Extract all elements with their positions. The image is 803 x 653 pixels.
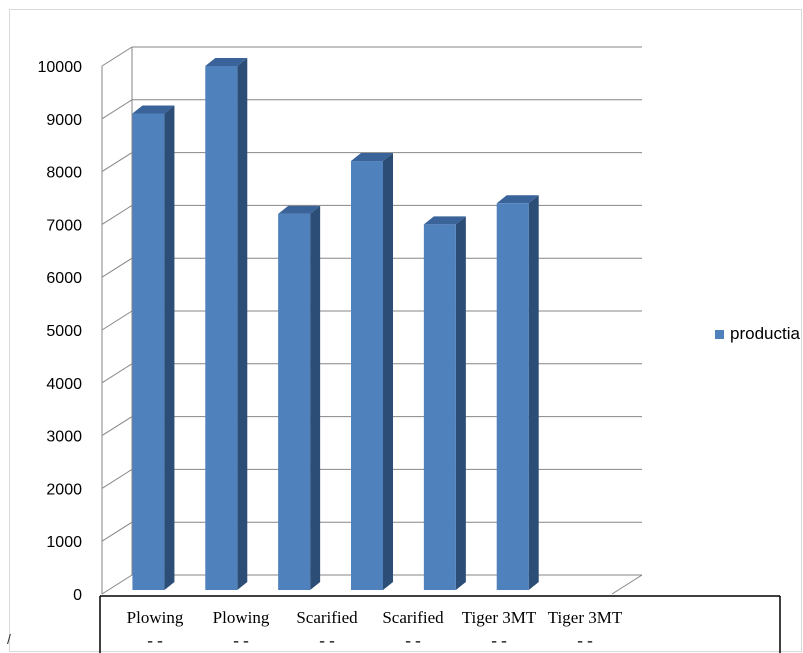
gridline-depth xyxy=(101,204,133,225)
bar-top xyxy=(496,195,539,204)
x-tick-label: Plowing xyxy=(213,608,270,627)
x-tick-subline: - - xyxy=(491,631,507,650)
legend-label: productia xyxy=(730,324,800,343)
gridline-depth xyxy=(101,99,133,120)
bar-side xyxy=(237,58,248,590)
bar-side xyxy=(528,195,539,590)
y-tick-label: 4000 xyxy=(46,376,82,393)
y-tick-label: 1000 xyxy=(46,534,82,551)
x-tick-subline: - - xyxy=(405,631,421,650)
bar-top xyxy=(205,58,248,66)
bar-side xyxy=(455,216,466,590)
y-tick-label: 7000 xyxy=(46,217,82,234)
gridline-depth xyxy=(101,468,133,489)
bar-side xyxy=(164,105,175,591)
gridline-depth xyxy=(101,416,133,437)
chart-frame xyxy=(9,9,802,652)
gridline-depth xyxy=(101,363,133,384)
gridline-depth xyxy=(101,257,133,278)
floor-edge xyxy=(611,574,643,595)
bar xyxy=(496,203,529,590)
x-tick-label: Tiger 3MT xyxy=(548,608,623,627)
legend-swatch xyxy=(715,329,724,339)
gridline-depth xyxy=(101,152,133,173)
x-tick-subline: - - xyxy=(233,631,249,650)
gridline-depth xyxy=(101,46,133,67)
y-tick-label: 5000 xyxy=(46,323,82,340)
y-tick-label: 2000 xyxy=(46,481,82,498)
y-tick-label: 9000 xyxy=(46,112,82,129)
bar xyxy=(423,224,456,590)
x-tick-subline: - - xyxy=(319,631,335,650)
bar xyxy=(132,113,165,591)
bar xyxy=(351,161,383,591)
gridline-depth xyxy=(101,574,133,595)
x-tick-label: Scarified xyxy=(382,608,444,627)
y-tick-label: 3000 xyxy=(46,429,82,446)
y-tick-label: 10000 xyxy=(38,59,83,76)
legend: productia xyxy=(715,324,800,344)
bar-top xyxy=(132,105,175,114)
bar xyxy=(278,213,311,590)
stray-mark: / xyxy=(7,631,11,647)
x-tick-label: Tiger 3MT xyxy=(462,608,537,627)
bar-top xyxy=(278,205,321,214)
x-tick-label: Scarified xyxy=(296,608,358,627)
x-tick-subline: - - xyxy=(147,631,163,650)
bar-side xyxy=(310,205,321,590)
bar xyxy=(205,66,238,590)
y-tick-label: 6000 xyxy=(46,270,82,287)
y-tick-label: 8000 xyxy=(46,165,82,182)
gridline-depth xyxy=(101,310,133,331)
bar-side xyxy=(383,153,393,591)
x-tick-label: Plowing xyxy=(127,608,184,627)
bar-top xyxy=(351,153,393,162)
x-tick-subline: - - xyxy=(577,631,593,650)
gridline-depth xyxy=(101,521,133,542)
y-tick-label: 0 xyxy=(73,587,82,604)
bar-top xyxy=(423,216,466,225)
